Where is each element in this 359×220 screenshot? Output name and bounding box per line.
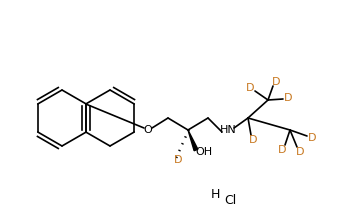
Text: D: D — [296, 147, 304, 157]
Text: D: D — [249, 135, 257, 145]
Text: H: H — [210, 189, 220, 202]
Text: OH: OH — [195, 147, 213, 157]
Text: D: D — [284, 93, 292, 103]
Text: HN: HN — [220, 125, 236, 135]
Text: D: D — [308, 133, 316, 143]
Polygon shape — [188, 130, 198, 151]
Text: O: O — [144, 125, 152, 135]
Text: D: D — [246, 83, 254, 93]
Text: D: D — [174, 155, 182, 165]
Text: D: D — [272, 77, 280, 87]
Text: Cl: Cl — [224, 194, 236, 207]
Text: D: D — [278, 145, 286, 155]
